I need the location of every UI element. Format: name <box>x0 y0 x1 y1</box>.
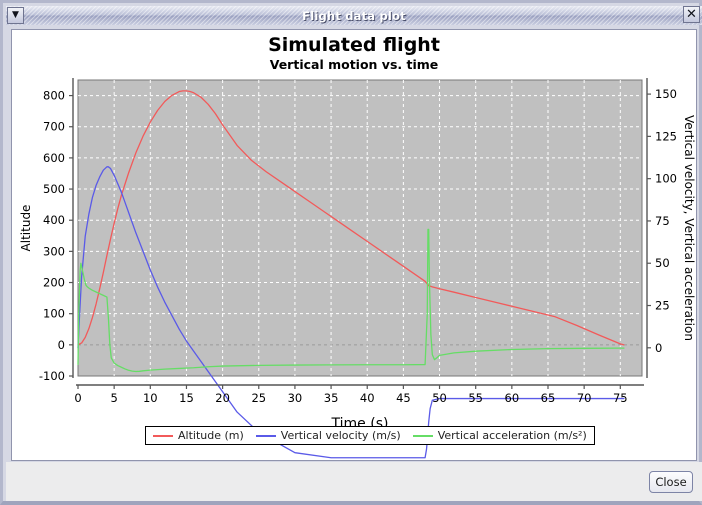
legend-label: Altitude (m) <box>178 429 244 442</box>
plot-tick-labels: -100010020030040050060070080002550751001… <box>39 87 677 405</box>
svg-text:0: 0 <box>655 341 662 355</box>
chart-subtitle: Vertical motion vs. time <box>269 57 439 72</box>
plot-axes <box>69 78 651 389</box>
window-title: Flight data plot <box>302 8 406 23</box>
window-menu-icon: ▼ <box>12 10 19 20</box>
svg-text:0: 0 <box>58 338 65 352</box>
svg-text:5: 5 <box>110 391 117 405</box>
chart-panel: Simulated flight Vertical motion vs. tim… <box>11 29 697 461</box>
plot-series <box>77 90 625 459</box>
svg-text:75: 75 <box>613 391 628 405</box>
legend-swatch-icon <box>153 434 173 437</box>
legend-label: Vertical velocity (m/s) <box>280 429 401 442</box>
svg-text:15: 15 <box>179 391 194 405</box>
svg-text:45: 45 <box>396 391 411 405</box>
svg-text:75: 75 <box>655 214 670 228</box>
legend-label: Vertical acceleration (m/s²) <box>437 429 587 442</box>
svg-text:65: 65 <box>541 391 556 405</box>
svg-text:150: 150 <box>655 87 677 101</box>
svg-text:Altitude: Altitude <box>19 205 33 252</box>
svg-text:200: 200 <box>43 276 65 290</box>
window-menu-button[interactable]: ▼ <box>7 7 24 24</box>
svg-text:55: 55 <box>468 391 483 405</box>
svg-text:Vertical velocity, Vertical ac: Vertical velocity, Vertical acceleration <box>682 115 696 341</box>
svg-text:0: 0 <box>74 391 81 405</box>
svg-text:100: 100 <box>43 307 65 321</box>
close-window-button[interactable]: ✕ <box>683 6 700 23</box>
svg-text:300: 300 <box>43 244 65 258</box>
dialog-footer: Close <box>6 462 702 501</box>
legend-item: Vertical acceleration (m/s²) <box>412 429 587 442</box>
svg-text:10: 10 <box>143 391 158 405</box>
plot-background <box>77 79 643 377</box>
svg-text:700: 700 <box>43 120 65 134</box>
legend-swatch-icon <box>412 434 433 437</box>
svg-text:25: 25 <box>251 391 266 405</box>
svg-text:50: 50 <box>655 256 670 270</box>
legend-item: Altitude (m) <box>153 429 244 442</box>
svg-text:500: 500 <box>43 182 65 196</box>
svg-text:60: 60 <box>505 391 520 405</box>
legend-item: Vertical velocity (m/s) <box>255 429 401 442</box>
svg-text:70: 70 <box>577 391 592 405</box>
svg-text:25: 25 <box>655 299 670 313</box>
svg-text:35: 35 <box>324 391 339 405</box>
flight-data-plot: -100010020030040050060070080002550751001… <box>19 78 696 459</box>
plot-gridlines <box>78 80 642 376</box>
svg-text:-100: -100 <box>39 369 65 383</box>
svg-text:600: 600 <box>43 151 65 165</box>
svg-text:50: 50 <box>432 391 447 405</box>
svg-text:30: 30 <box>288 391 303 405</box>
chart-legend: Altitude (m) Vertical velocity (m/s) Verti… <box>145 426 595 445</box>
svg-text:100: 100 <box>655 172 677 186</box>
svg-text:40: 40 <box>360 391 375 405</box>
close-icon: ✕ <box>686 7 697 22</box>
chart-title: Simulated flight <box>268 34 440 56</box>
svg-text:800: 800 <box>43 89 65 103</box>
svg-text:125: 125 <box>655 129 677 143</box>
close-button[interactable]: Close <box>649 471 693 493</box>
legend-swatch-icon <box>255 434 276 437</box>
window-titlebar[interactable]: ▼ Flight data plot ✕ <box>6 6 702 25</box>
svg-text:20: 20 <box>215 391 230 405</box>
svg-text:400: 400 <box>43 213 65 227</box>
